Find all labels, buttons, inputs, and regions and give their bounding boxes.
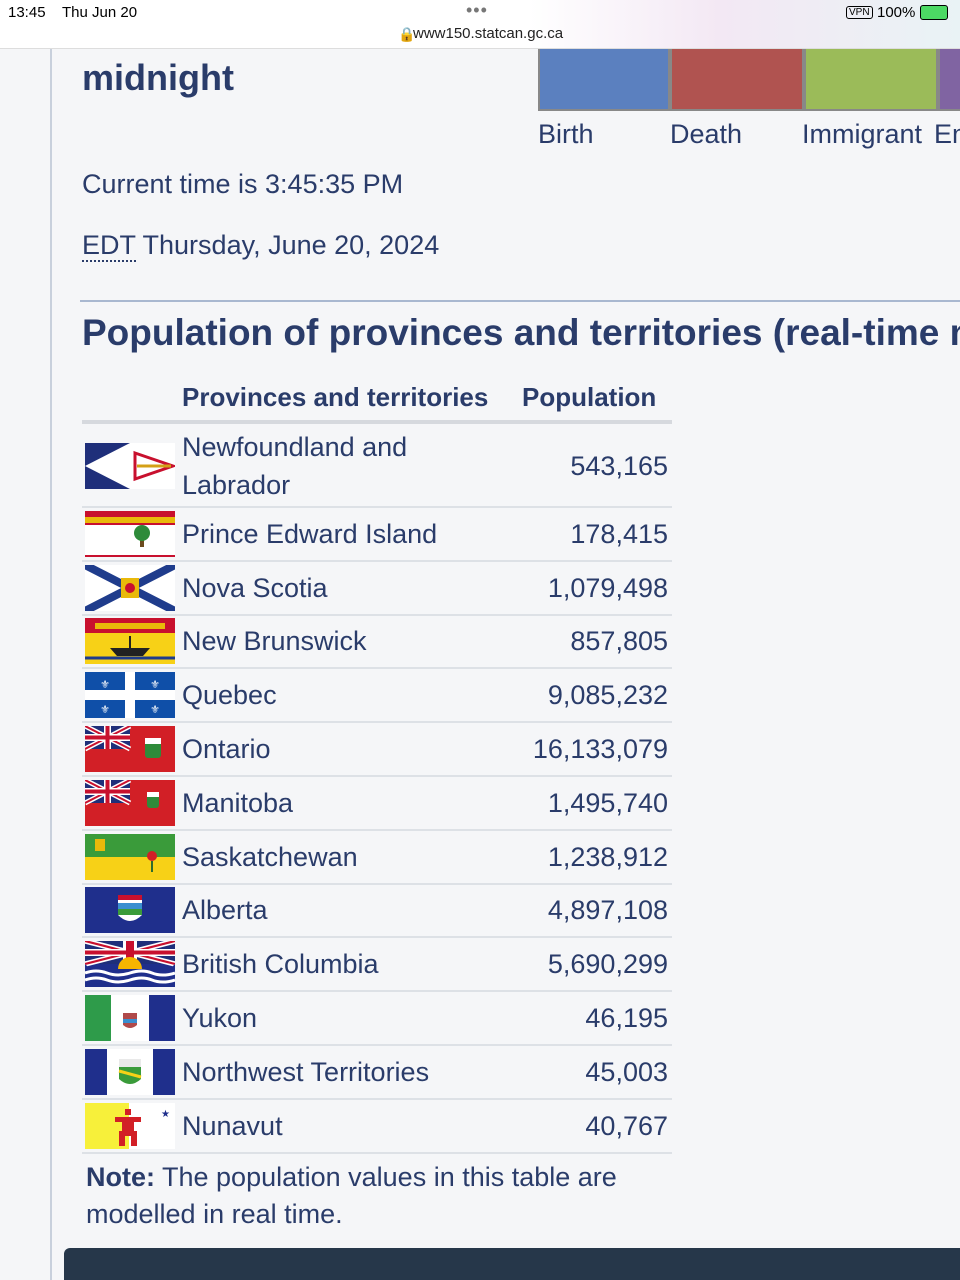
population: 40,767 bbox=[585, 1110, 668, 1141]
province-name: Alberta bbox=[182, 895, 268, 926]
population: 178,415 bbox=[570, 518, 668, 549]
table-row: Northwest Territories 45,003 bbox=[82, 1046, 672, 1100]
table-row: Ontario 16,133,079 bbox=[82, 723, 672, 777]
province-name: Ontario bbox=[182, 734, 271, 765]
date: Thu Jun 20 bbox=[62, 4, 138, 21]
flag bbox=[85, 941, 175, 988]
legend-label: Emigrant bbox=[934, 119, 960, 149]
date-line: EDT Thursday, June 20, 2024 bbox=[82, 230, 440, 262]
column-header: Population bbox=[522, 382, 657, 412]
status-bar: 13:45 Thu Jun 20 ••• 🔒 www150.statcan.gc… bbox=[0, 0, 960, 49]
svg-text:⚜: ⚜ bbox=[150, 679, 160, 691]
divider bbox=[80, 300, 960, 302]
legend-label: Immigrant bbox=[802, 119, 923, 149]
legend-label: Birth bbox=[538, 119, 594, 149]
svg-text:⚜: ⚜ bbox=[150, 704, 160, 716]
flag bbox=[85, 833, 175, 880]
flag: ⚜ ⚜ ⚜ ⚜ bbox=[85, 672, 175, 719]
population: 857,805 bbox=[570, 626, 668, 657]
province-name: British Columbia bbox=[182, 949, 379, 980]
province-name: Newfoundland and Labrador bbox=[182, 432, 408, 500]
clock: 13:45 bbox=[8, 4, 46, 21]
heading: midnight bbox=[82, 57, 234, 98]
table-row: Alberta 4,897,108 bbox=[82, 885, 672, 939]
table-row: ⚜ ⚜ ⚜ ⚜ Quebec 9,085,232 bbox=[82, 669, 672, 724]
province-name: Nova Scotia bbox=[182, 572, 328, 603]
population: 1,079,498 bbox=[547, 572, 668, 603]
timezone: EDT bbox=[82, 230, 136, 262]
table-row: British Columbia 5,690,299 bbox=[82, 938, 672, 993]
population: 45,003 bbox=[585, 1056, 668, 1087]
legend-swatch bbox=[938, 49, 960, 111]
table-row: Yukon 46,195 bbox=[82, 992, 672, 1046]
population: 5,690,299 bbox=[547, 949, 668, 980]
svg-text:★: ★ bbox=[161, 1109, 170, 1120]
date: Thursday, June 20, 2024 bbox=[142, 230, 440, 260]
population: 9,085,232 bbox=[547, 680, 668, 711]
table-row: Manitoba 1,495,740 bbox=[82, 777, 672, 831]
population: 1,238,912 bbox=[547, 841, 668, 872]
note-label: Note: bbox=[86, 1162, 155, 1192]
province-name: Yukon bbox=[182, 1003, 258, 1034]
flag bbox=[85, 1048, 175, 1095]
legend-swatch bbox=[670, 49, 804, 111]
population: 16,133,079 bbox=[532, 734, 668, 765]
province-name: New Brunswick bbox=[182, 626, 367, 657]
table-row: New Brunswick 857,805 bbox=[82, 616, 672, 670]
legend-swatch bbox=[804, 49, 938, 111]
population: 1,495,740 bbox=[547, 787, 668, 818]
flag bbox=[85, 564, 175, 611]
flag bbox=[85, 443, 175, 489]
lock: 🔒 bbox=[398, 26, 416, 42]
current-time: Current time is 3:45:35 PM bbox=[82, 169, 404, 199]
table-row: Newfoundland and Labrador 543,165 bbox=[82, 426, 672, 508]
province-name: Saskatchewan bbox=[182, 841, 358, 872]
population: 543,165 bbox=[570, 451, 668, 481]
content: midnight Birth Death Immigrant Emigrant … bbox=[50, 49, 960, 1280]
svg-text:⚜: ⚜ bbox=[100, 679, 110, 691]
legend-label: Death bbox=[670, 119, 743, 149]
flag bbox=[85, 510, 175, 557]
province-name: Quebec bbox=[182, 680, 277, 711]
province-name: Prince Edward Island bbox=[182, 518, 438, 549]
flag bbox=[85, 779, 175, 826]
province-name: Nunavut bbox=[182, 1110, 283, 1141]
flag bbox=[85, 995, 175, 1042]
bottom-panel[interactable] bbox=[64, 1248, 960, 1280]
svg-text:⚜: ⚜ bbox=[100, 704, 110, 716]
url[interactable]: www150.statcan.gc.ca bbox=[413, 25, 564, 42]
vpn: VPN bbox=[846, 6, 873, 19]
legend-swatch bbox=[538, 49, 670, 111]
flag: ★ bbox=[85, 1102, 175, 1149]
population: 4,897,108 bbox=[547, 895, 668, 926]
table-row: Prince Edward Island 178,415 bbox=[82, 508, 672, 562]
note: Note: The population values in this tabl… bbox=[86, 1159, 666, 1233]
column-header: Provinces and territories bbox=[182, 382, 489, 412]
battery: 100% bbox=[877, 4, 916, 21]
flag bbox=[85, 618, 175, 665]
dots: ••• bbox=[466, 0, 488, 20]
section-title: Population of provinces and territories … bbox=[82, 312, 960, 353]
population: 46,195 bbox=[585, 1003, 668, 1034]
header-rule bbox=[82, 420, 672, 424]
note-text: The population values in this table are … bbox=[86, 1162, 617, 1229]
province-name: Manitoba bbox=[182, 787, 294, 818]
table-row: Nova Scotia 1,079,498 bbox=[82, 562, 672, 616]
flag bbox=[85, 726, 175, 773]
battery-icon bbox=[920, 5, 948, 20]
province-name: Northwest Territories bbox=[182, 1056, 430, 1087]
table-row: ★ Nunavut 40,767 bbox=[82, 1100, 672, 1154]
table-row: Saskatchewan 1,238,912 bbox=[82, 831, 672, 885]
flag bbox=[85, 887, 175, 934]
